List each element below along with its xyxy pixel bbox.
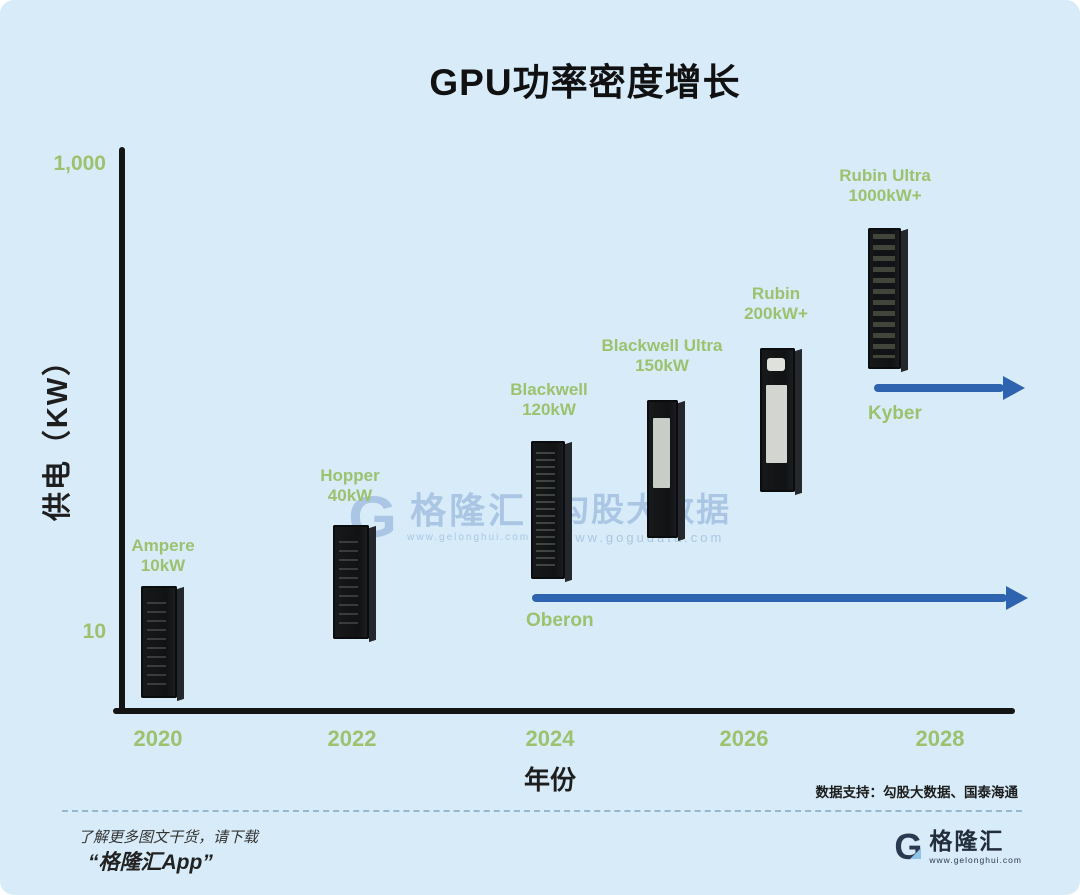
y-axis-line: [119, 147, 125, 714]
gpu-power: 40kW: [327, 486, 373, 505]
gpu-power: 1000kW+: [848, 186, 922, 205]
footer-divider: [62, 810, 1022, 812]
watermark-brand: 格隆汇: [410, 490, 528, 531]
x-tick-2022: 2022: [327, 726, 377, 751]
kyber-arrow-icon: [874, 376, 1025, 400]
gpu-power: 120kW: [522, 400, 576, 419]
point-label-blackwell-ultra: Blackwell Ultra 150kW: [582, 336, 742, 376]
rack-top-chip: [767, 358, 785, 372]
rack-blackwell: [531, 441, 565, 579]
gpu-name: Blackwell Ultra: [601, 336, 723, 355]
footer-promo-line2: “格隆汇App”: [88, 851, 213, 874]
x-tick-2026: 2026: [719, 726, 769, 751]
gelonghui-footer-logo: G 格隆汇 www.gelonghui.com: [894, 828, 1022, 865]
y-tick-1000: 1,000: [53, 152, 106, 175]
gpu-name: Hopper: [320, 466, 380, 485]
rack-hopper: [333, 525, 369, 639]
kyber-arrow-label: Kyber: [868, 403, 922, 424]
point-label-blackwell: Blackwell 120kW: [489, 380, 609, 420]
rack-front-panel: [653, 417, 670, 489]
rack-blackwell-ultra: [647, 400, 678, 538]
rack-front-panel: [536, 452, 556, 571]
watermark-data-brand: 勾股大数据: [556, 490, 732, 528]
logo-arrow-icon: [910, 848, 922, 860]
x-axis-title: 年份: [523, 765, 576, 795]
rack-front-panel: [339, 540, 359, 630]
watermark-brand-url: www.gelonghui.com: [407, 532, 531, 543]
gpu-name: Ampere: [131, 536, 195, 555]
x-tick-2028: 2028: [915, 726, 965, 751]
watermark: G 格隆汇 www.gelonghui.com 勾股大数据 www.goguda…: [348, 489, 732, 547]
rack-front-panel: [872, 233, 896, 358]
data-source-note: 数据支持：勾股大数据、国泰海通: [815, 785, 1019, 800]
oberon-arrow-icon: [532, 586, 1028, 610]
gpu-name: Blackwell: [510, 380, 588, 399]
rack-front-panel: [147, 601, 167, 690]
point-label-hopper: Hopper 40kW: [290, 466, 410, 506]
gpu-power: 200kW+: [744, 304, 808, 323]
rack-rubin: [760, 348, 795, 492]
x-tick-2020: 2020: [133, 726, 183, 751]
gpu-name: Rubin Ultra: [839, 166, 931, 185]
rack-rubin-ultra: [868, 228, 901, 369]
gpu-name: Rubin: [751, 284, 801, 303]
y-axis-title: 供电（KW）: [42, 344, 74, 522]
oberon-arrow-label: Oberon: [526, 610, 594, 631]
x-tick-2024: 2024: [525, 726, 575, 751]
footer-promo-line1: 了解更多图文干货，请下载: [78, 829, 259, 846]
point-label-rubin-ultra: Rubin Ultra 1000kW+: [805, 166, 965, 206]
chart-title: GPU功率密度增长: [429, 62, 741, 103]
logo-letter: G: [894, 826, 923, 868]
rack-front-panel: [766, 385, 787, 464]
x-axis-line: [113, 708, 1015, 714]
y-tick-10: 10: [82, 620, 106, 643]
gelonghui-logo-icon: G: [894, 829, 922, 865]
point-label-rubin: Rubin 200kW+: [716, 284, 836, 324]
watermark-data-url: www.gogudata.com: [562, 529, 725, 545]
footer-brand: 格隆汇: [929, 828, 1005, 854]
rack-ampere: [141, 586, 177, 698]
gpu-power: 150kW: [635, 356, 689, 375]
gpu-power: 10kW: [140, 556, 186, 575]
point-label-ampere: Ampere 10kW: [103, 536, 223, 576]
footer-brand-url: www.gelonghui.com: [929, 855, 1022, 865]
